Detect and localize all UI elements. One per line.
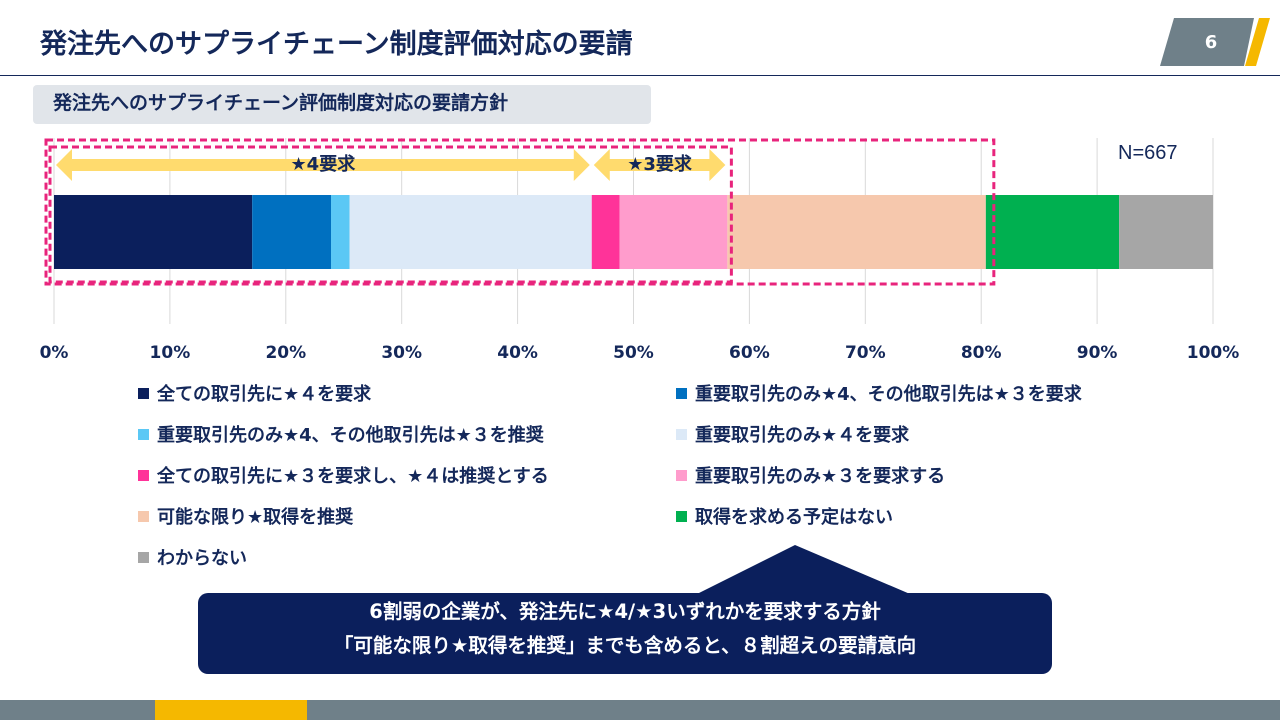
footer-bar <box>0 700 1280 720</box>
x-tick-label: 0% <box>40 343 69 363</box>
highlight-boxes <box>44 138 996 286</box>
callout-line-2: 「可能な限り★取得を推奨」までも含めると、８割超えの要請意向 <box>333 634 917 657</box>
bar-segment <box>1119 195 1213 269</box>
x-tick-label: 100% <box>1187 343 1240 363</box>
callout-line-1: 6割弱の企業が、発注先に★4/★3いずれかを要求する方針 <box>369 600 881 623</box>
footer-accent <box>155 700 307 720</box>
x-axis-ticks: 0% 10% 20% 30% 40% 50% 60% 70% 80% 90% 100% <box>40 343 1240 363</box>
callout-text: 6割弱の企業が、発注先に★4/★3いずれかを要求する方針 「可能な限り★取得を推… <box>198 595 1052 663</box>
bar-segment <box>331 195 350 269</box>
x-tick-label: 70% <box>845 343 886 363</box>
section-subtitle: 発注先へのサプライチェーン評価制度対応の要請方針 <box>33 85 651 124</box>
x-tick-label: 40% <box>497 343 538 363</box>
slide-title: 発注先へのサプライチェーン制度評価対応の要請 <box>40 29 633 60</box>
bar-segment <box>252 195 332 269</box>
bar-segment <box>619 195 728 269</box>
range-arrow <box>56 149 590 181</box>
highlight-box <box>44 138 996 286</box>
bar-segments <box>54 195 1213 269</box>
title-divider <box>0 75 1280 76</box>
callout-body <box>198 593 1052 674</box>
x-tick-label: 10% <box>150 343 191 363</box>
bar-segment <box>54 195 253 269</box>
x-tick-label: 50% <box>613 343 654 363</box>
page-number-tab <box>1160 18 1270 66</box>
sample-size-label: N=667 <box>1118 142 1178 164</box>
page-tab-yellow <box>1245 18 1270 66</box>
x-tick-label: 20% <box>265 343 306 363</box>
stacked-bar-chart: ★4要求 ★3要求 0% 10% 20% 30% 40% 50% 60% 70% 80% 90% 10… <box>40 138 1240 363</box>
page-tab-gray <box>1160 18 1254 66</box>
highlight-box <box>48 145 733 284</box>
x-tick-label: 30% <box>381 343 422 363</box>
bar-segment <box>985 195 1120 269</box>
range-arrows: ★4要求 ★3要求 <box>56 149 726 181</box>
x-tick-label: 90% <box>1077 343 1118 363</box>
range-arrow <box>593 149 726 181</box>
range-arrow-label: ★4要求 <box>291 153 357 175</box>
bar-segment <box>591 195 620 269</box>
x-tick-label: 60% <box>729 343 770 363</box>
x-tick-label: 80% <box>961 343 1002 363</box>
page-number: 6 <box>1204 32 1218 53</box>
callout-pointer <box>697 545 910 594</box>
range-arrow-label: ★3要求 <box>627 153 693 175</box>
bar-segment <box>349 195 592 269</box>
bar-segment <box>727 195 986 269</box>
